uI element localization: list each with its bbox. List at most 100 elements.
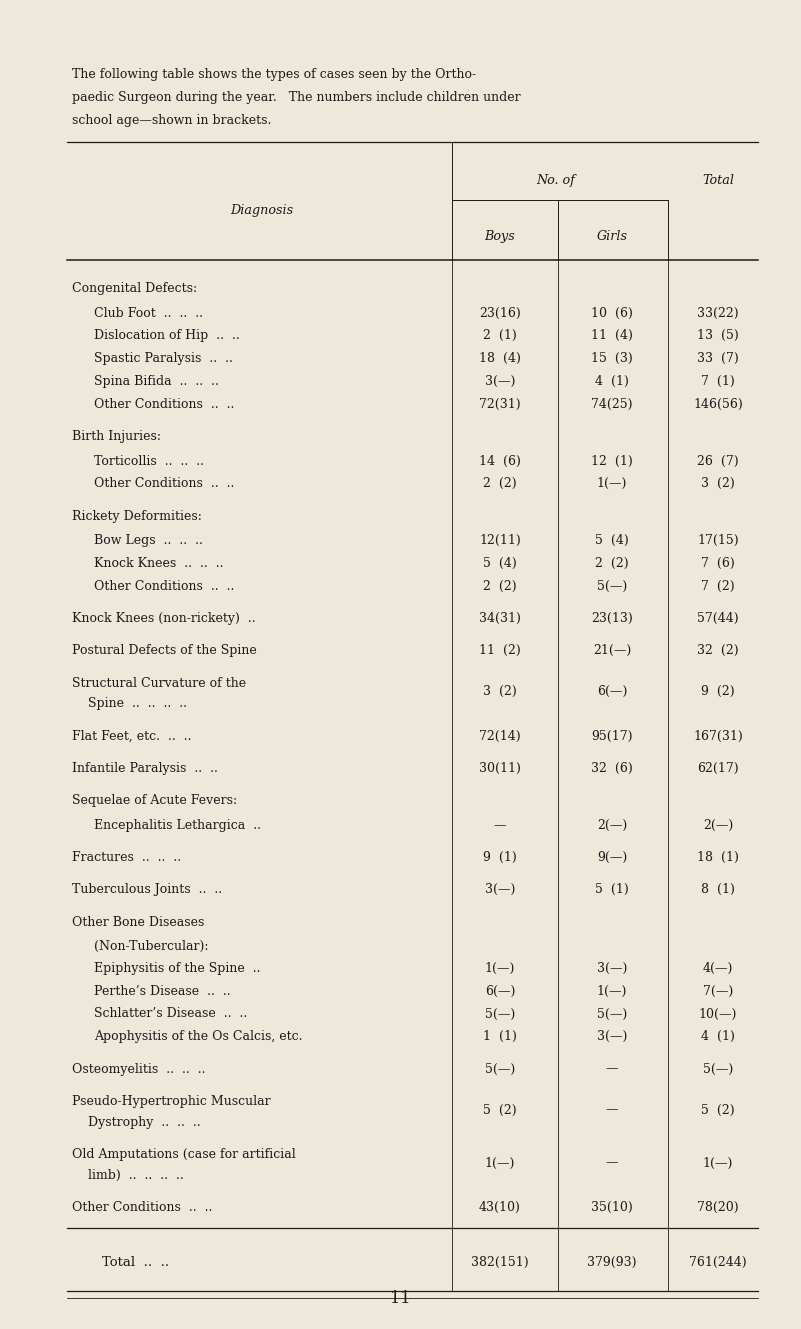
Text: Other Conditions  ..  ..: Other Conditions .. .. [94, 397, 235, 411]
Text: 9  (2): 9 (2) [701, 686, 735, 698]
Text: (Non-Tubercular):: (Non-Tubercular): [94, 940, 208, 953]
Text: 9(—): 9(—) [597, 851, 627, 864]
Text: Other Conditions  ..  ..: Other Conditions .. .. [72, 1201, 212, 1213]
Text: 14  (6): 14 (6) [479, 455, 521, 468]
Text: Diagnosis: Diagnosis [231, 203, 293, 217]
Text: 57(44): 57(44) [697, 611, 739, 625]
Text: Spina Bifida  ..  ..  ..: Spina Bifida .. .. .. [94, 375, 219, 388]
Text: —: — [493, 819, 506, 832]
Text: Total  ..  ..: Total .. .. [102, 1256, 169, 1269]
Text: No. of: No. of [537, 174, 575, 187]
Text: Birth Injuries:: Birth Injuries: [72, 431, 161, 443]
Text: 5  (4): 5 (4) [483, 557, 517, 570]
Text: paedic Surgeon during the year.   The numbers include children under: paedic Surgeon during the year. The numb… [72, 90, 521, 104]
Text: 2  (2): 2 (2) [483, 579, 517, 593]
Text: 1(—): 1(—) [597, 477, 627, 490]
Text: Osteomyelitis  ..  ..  ..: Osteomyelitis .. .. .. [72, 1063, 206, 1075]
Text: 5(—): 5(—) [702, 1063, 733, 1075]
Text: 3  (2): 3 (2) [483, 686, 517, 698]
Text: 18  (1): 18 (1) [697, 851, 739, 864]
Text: 12(11): 12(11) [479, 534, 521, 548]
Text: 5  (4): 5 (4) [595, 534, 629, 548]
Text: 21(—): 21(—) [593, 645, 631, 658]
Text: 4(—): 4(—) [702, 962, 733, 975]
Text: Rickety Deformities:: Rickety Deformities: [72, 509, 202, 522]
Text: 72(14): 72(14) [479, 730, 521, 743]
Text: 4  (1): 4 (1) [701, 1030, 735, 1043]
Text: 72(31): 72(31) [479, 397, 521, 411]
Text: 5(—): 5(—) [485, 1063, 515, 1075]
Text: 4  (1): 4 (1) [595, 375, 629, 388]
Text: 379(93): 379(93) [587, 1256, 637, 1269]
Text: 2  (1): 2 (1) [483, 330, 517, 343]
Text: school age—shown in brackets.: school age—shown in brackets. [72, 114, 272, 128]
Text: Knock Knees (non-rickety)  ..: Knock Knees (non-rickety) .. [72, 611, 256, 625]
Text: 23(16): 23(16) [479, 307, 521, 319]
Text: Spastic Paralysis  ..  ..: Spastic Paralysis .. .. [94, 352, 233, 365]
Text: 5(—): 5(—) [597, 579, 627, 593]
Text: Tuberculous Joints  ..  ..: Tuberculous Joints .. .. [72, 884, 222, 896]
Text: 35(10): 35(10) [591, 1201, 633, 1213]
Text: 30(11): 30(11) [479, 762, 521, 775]
Text: 32  (6): 32 (6) [591, 762, 633, 775]
Text: 10(—): 10(—) [698, 1007, 737, 1021]
Text: 11  (2): 11 (2) [479, 645, 521, 658]
Text: 1(—): 1(—) [485, 962, 515, 975]
Text: 5(—): 5(—) [485, 1007, 515, 1021]
Text: Congenital Defects:: Congenital Defects: [72, 282, 197, 295]
Text: Total: Total [702, 174, 734, 187]
Text: 32  (2): 32 (2) [697, 645, 739, 658]
Text: 3(—): 3(—) [597, 1030, 627, 1043]
Text: 15  (3): 15 (3) [591, 352, 633, 365]
Text: 2(—): 2(—) [702, 819, 733, 832]
Text: Postural Defects of the Spine: Postural Defects of the Spine [72, 645, 257, 658]
Text: Boys: Boys [485, 230, 515, 243]
Text: 6(—): 6(—) [597, 686, 627, 698]
Text: 5  (2): 5 (2) [483, 1103, 517, 1116]
Text: Infantile Paralysis  ..  ..: Infantile Paralysis .. .. [72, 762, 218, 775]
Text: 95(17): 95(17) [591, 730, 633, 743]
Text: Sequelae of Acute Fevers:: Sequelae of Acute Fevers: [72, 795, 237, 807]
Text: 78(20): 78(20) [697, 1201, 739, 1213]
Text: Bow Legs  ..  ..  ..: Bow Legs .. .. .. [94, 534, 203, 548]
Text: Old Amputations (case for artificial: Old Amputations (case for artificial [72, 1148, 296, 1162]
Text: Spine  ..  ..  ..  ..: Spine .. .. .. .. [72, 698, 187, 711]
Text: 26  (7): 26 (7) [697, 455, 739, 468]
Text: Perthe’s Disease  ..  ..: Perthe’s Disease .. .. [94, 985, 231, 998]
Text: Pseudo-Hypertrophic Muscular: Pseudo-Hypertrophic Muscular [72, 1095, 271, 1108]
Text: 3(—): 3(—) [485, 884, 515, 896]
Text: 34(31): 34(31) [479, 611, 521, 625]
Text: 5  (1): 5 (1) [595, 884, 629, 896]
Text: 7(—): 7(—) [702, 985, 733, 998]
Text: 1(—): 1(—) [702, 1156, 733, 1170]
Text: —: — [606, 1063, 618, 1075]
Text: 7  (2): 7 (2) [701, 579, 735, 593]
Text: 17(15): 17(15) [697, 534, 739, 548]
Text: 62(17): 62(17) [697, 762, 739, 775]
Text: 1(—): 1(—) [485, 1156, 515, 1170]
Text: 33  (7): 33 (7) [697, 352, 739, 365]
Text: Girls: Girls [597, 230, 627, 243]
Text: 12  (1): 12 (1) [591, 455, 633, 468]
Text: Other Conditions  ..  ..: Other Conditions .. .. [94, 477, 235, 490]
Text: 11: 11 [390, 1290, 411, 1306]
Text: 9  (1): 9 (1) [483, 851, 517, 864]
Text: 13  (5): 13 (5) [697, 330, 739, 343]
Text: 43(10): 43(10) [479, 1201, 521, 1213]
Text: 8  (1): 8 (1) [701, 884, 735, 896]
Text: 10  (6): 10 (6) [591, 307, 633, 319]
Text: 74(25): 74(25) [591, 397, 633, 411]
Text: Torticollis  ..  ..  ..: Torticollis .. .. .. [94, 455, 204, 468]
Text: 1  (1): 1 (1) [483, 1030, 517, 1043]
Text: 3(—): 3(—) [485, 375, 515, 388]
Text: 18  (4): 18 (4) [479, 352, 521, 365]
Text: —: — [606, 1103, 618, 1116]
Text: Structural Curvature of the: Structural Curvature of the [72, 676, 246, 690]
Text: 2  (2): 2 (2) [595, 557, 629, 570]
Text: The following table shows the types of cases seen by the Ortho-: The following table shows the types of c… [72, 68, 476, 81]
Text: —: — [606, 1156, 618, 1170]
Text: Other Conditions  ..  ..: Other Conditions .. .. [94, 579, 235, 593]
Text: 167(31): 167(31) [693, 730, 743, 743]
Text: 33(22): 33(22) [697, 307, 739, 319]
Text: limb)  ..  ..  ..  ..: limb) .. .. .. .. [72, 1168, 183, 1181]
